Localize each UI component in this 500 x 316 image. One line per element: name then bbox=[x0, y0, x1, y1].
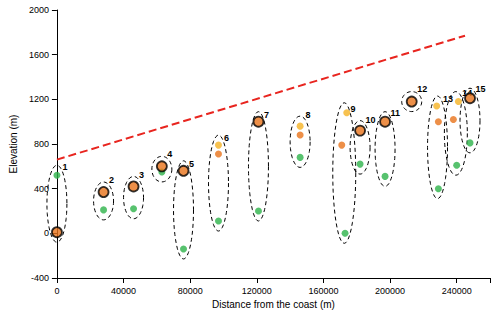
svg-text:9: 9 bbox=[351, 104, 356, 114]
svg-text:160000: 160000 bbox=[308, 286, 338, 296]
svg-text:8: 8 bbox=[306, 110, 311, 120]
svg-text:1200: 1200 bbox=[29, 94, 49, 104]
svg-text:4: 4 bbox=[167, 149, 172, 159]
svg-text:Distance from the coast (m): Distance from the coast (m) bbox=[212, 299, 335, 310]
svg-text:3: 3 bbox=[139, 170, 144, 180]
svg-text:1600: 1600 bbox=[29, 50, 49, 60]
svg-text:15: 15 bbox=[476, 84, 486, 94]
svg-text:12: 12 bbox=[417, 84, 427, 94]
svg-text:400: 400 bbox=[34, 184, 49, 194]
svg-text:40000: 40000 bbox=[111, 286, 136, 296]
svg-text:11: 11 bbox=[391, 108, 401, 118]
svg-text:1: 1 bbox=[62, 162, 67, 172]
svg-text:120000: 120000 bbox=[242, 286, 272, 296]
svg-text:0: 0 bbox=[54, 286, 59, 296]
svg-text:80000: 80000 bbox=[178, 286, 203, 296]
svg-text:-400: -400 bbox=[31, 273, 49, 283]
svg-text:Elevation (m): Elevation (m) bbox=[8, 115, 19, 174]
svg-text:240000: 240000 bbox=[442, 286, 472, 296]
svg-text:5: 5 bbox=[189, 159, 194, 169]
svg-text:10: 10 bbox=[366, 115, 376, 125]
svg-text:800: 800 bbox=[34, 139, 49, 149]
svg-text:6: 6 bbox=[224, 133, 229, 143]
svg-text:2: 2 bbox=[109, 175, 114, 185]
svg-text:13: 13 bbox=[443, 94, 453, 105]
svg-text:7: 7 bbox=[264, 110, 269, 120]
svg-text:2000: 2000 bbox=[29, 5, 49, 15]
svg-text:200000: 200000 bbox=[375, 286, 405, 296]
svg-text:0: 0 bbox=[44, 228, 49, 238]
